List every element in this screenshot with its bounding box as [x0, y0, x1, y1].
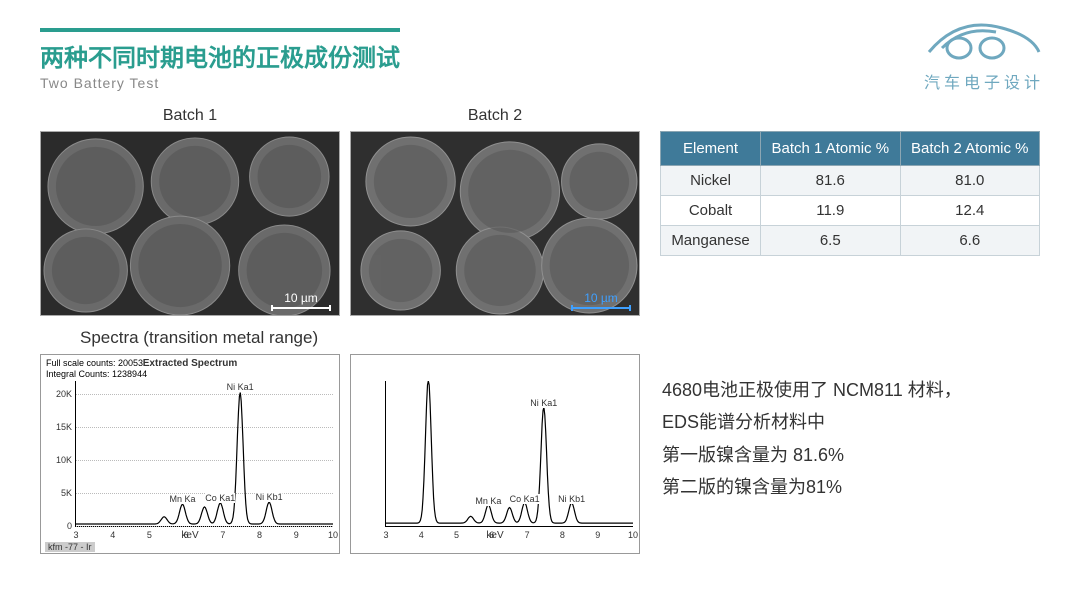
- composition-table: Element Batch 1 Atomic % Batch 2 Atomic …: [650, 131, 1040, 316]
- analysis-text: 4680电池正极使用了 NCM811 材料， EDS能谱分析材料中 第一版镍含量…: [650, 354, 1040, 554]
- col-batch2: Batch 2 Atomic %: [900, 132, 1039, 166]
- page-title-en: Two Battery Test: [40, 75, 1040, 91]
- spectrum-batch1: Full scale counts: 20053 Integral Counts…: [40, 354, 340, 554]
- title-bar: 两种不同时期电池的正极成份测试: [40, 28, 400, 73]
- spectrum-batch2: 345678910Mn KaCo Ka1Ni Ka1Ni Kb1 keV: [350, 354, 640, 554]
- table-row: Cobalt 11.9 12.4: [661, 196, 1040, 226]
- page-title-cn: 两种不同时期电池的正极成份测试: [40, 38, 400, 73]
- col-batch1: Batch 1 Atomic %: [761, 132, 900, 166]
- batch2-label: Batch 2: [350, 107, 640, 125]
- scalebar-2: 10 µm: [571, 291, 631, 309]
- brand-logo-text: 汽车电子设计: [924, 69, 1044, 93]
- table-row: Nickel 81.6 81.0: [661, 166, 1040, 196]
- table-row: Manganese 6.5 6.6: [661, 226, 1040, 256]
- col-element: Element: [661, 132, 761, 166]
- sem-image-batch2: 10 µm: [350, 131, 640, 316]
- spectra-title: Spectra (transition metal range): [40, 328, 640, 348]
- scalebar-1: 10 µm: [271, 291, 331, 309]
- sem-image-batch1: 10 µm: [40, 131, 340, 316]
- brand-logo: 汽车电子设计: [924, 18, 1044, 93]
- batch1-label: Batch 1: [40, 107, 340, 125]
